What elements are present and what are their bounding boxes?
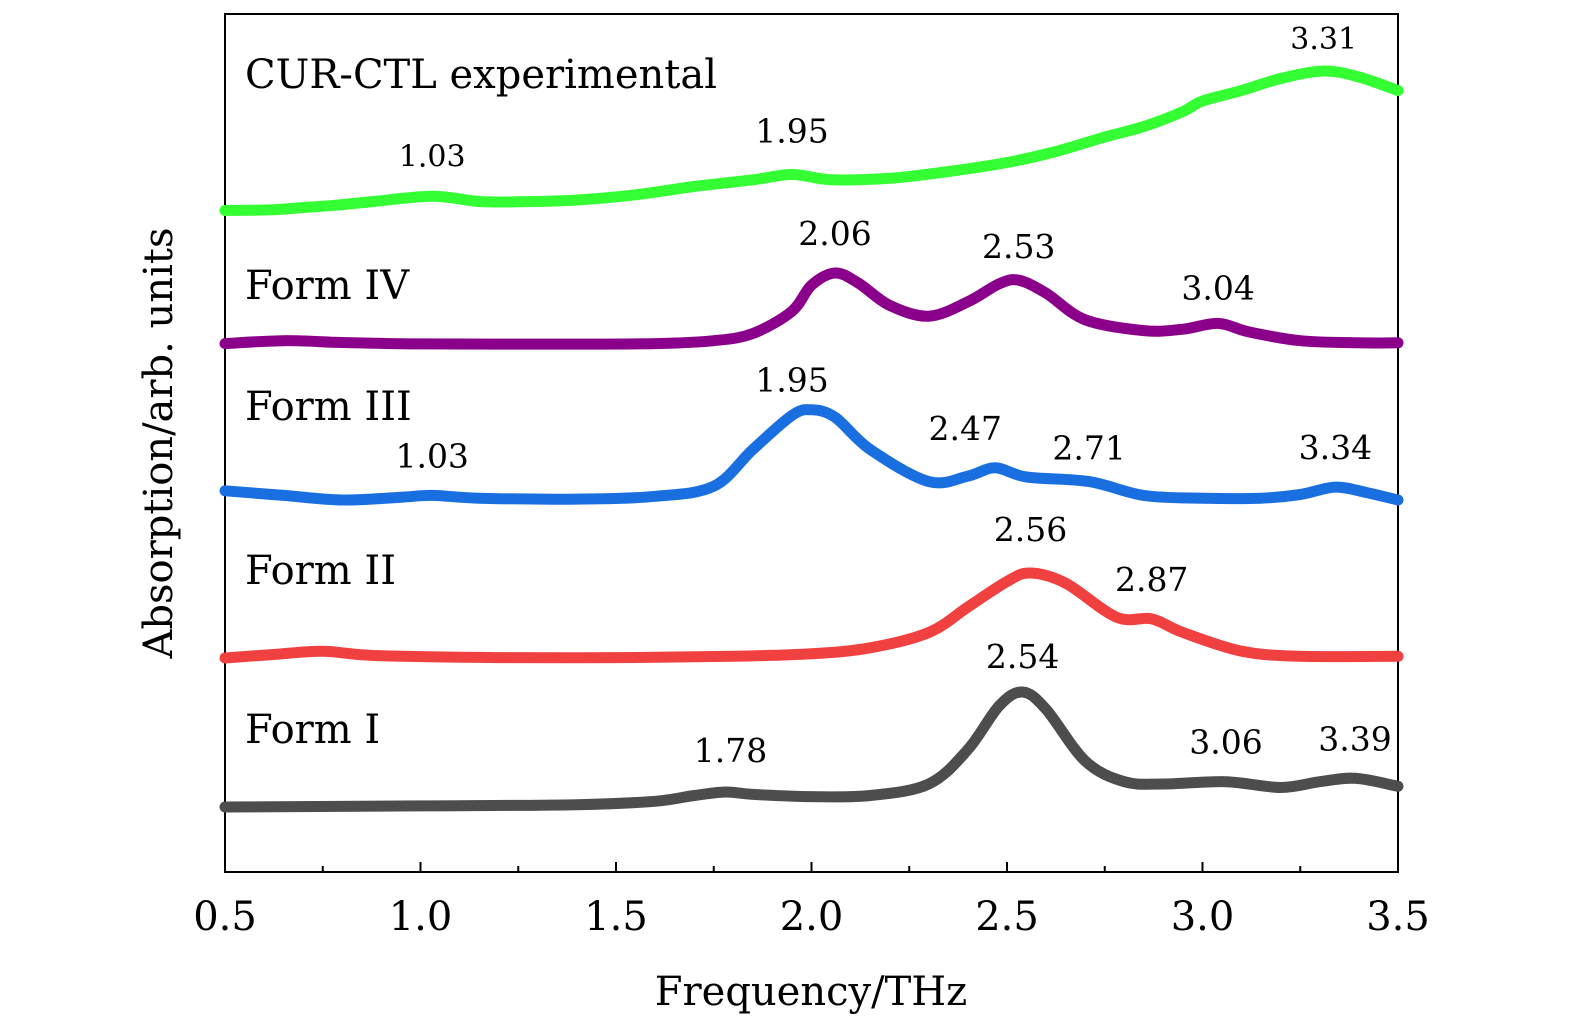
- series-label-5: Form I: [245, 707, 380, 753]
- series-group: [219, 65, 1404, 813]
- peak-label: 1.78: [694, 731, 767, 770]
- peak-label: 2.87: [1115, 560, 1188, 599]
- x-tick-label: 1.0: [389, 894, 453, 940]
- series-line-3: [219, 404, 1404, 506]
- peak-label: 2.53: [982, 227, 1055, 266]
- series-line-2: [219, 267, 1404, 350]
- peak-label: 2.71: [1052, 429, 1125, 468]
- peak-label: 3.06: [1189, 723, 1262, 762]
- peak-label: 2.56: [994, 510, 1067, 549]
- series-label-2: Form IV: [245, 263, 410, 309]
- x-tick-label: 2.5: [975, 894, 1039, 940]
- peak-label: 1.95: [755, 112, 828, 151]
- peak-label: 2.54: [986, 637, 1059, 676]
- x-tick-label: 2.0: [780, 894, 844, 940]
- peak-label: 3.04: [1181, 268, 1254, 307]
- x-axis-label: Frequency/THz: [655, 969, 967, 1015]
- x-tick-label: 1.5: [584, 894, 648, 940]
- x-axis-ticks: 0.5 1.0 1.5 2.0 2.5 3.0 3.5: [193, 862, 1430, 940]
- x-tick-label: 3.0: [1171, 894, 1235, 940]
- peak-label: 3.34: [1299, 428, 1372, 467]
- peak-label: 1.03: [399, 139, 466, 174]
- y-axis-label: Absorption/arb. units: [136, 228, 182, 660]
- peak-label: 1.03: [395, 436, 468, 475]
- series-line-1: [219, 65, 1404, 216]
- series-label-4: Form II: [245, 548, 396, 594]
- peak-label: 1.95: [755, 360, 828, 399]
- peak-label: 3.39: [1318, 719, 1391, 758]
- labels-group: CUR-CTL experimental 1.03 1.95 3.31 Form IV 2…: [245, 22, 1392, 770]
- x-tick-label: 3.5: [1366, 894, 1430, 940]
- peak-label: 2.47: [929, 409, 1002, 448]
- series-line-4: [219, 567, 1404, 664]
- x-tick-label: 0.5: [193, 894, 257, 940]
- peak-label: 2.06: [798, 214, 871, 253]
- peak-label: 3.31: [1290, 22, 1357, 57]
- series-label-1: CUR-CTL experimental: [245, 52, 717, 98]
- series-label-3: Form III: [245, 384, 412, 430]
- series-line-5: [219, 686, 1404, 813]
